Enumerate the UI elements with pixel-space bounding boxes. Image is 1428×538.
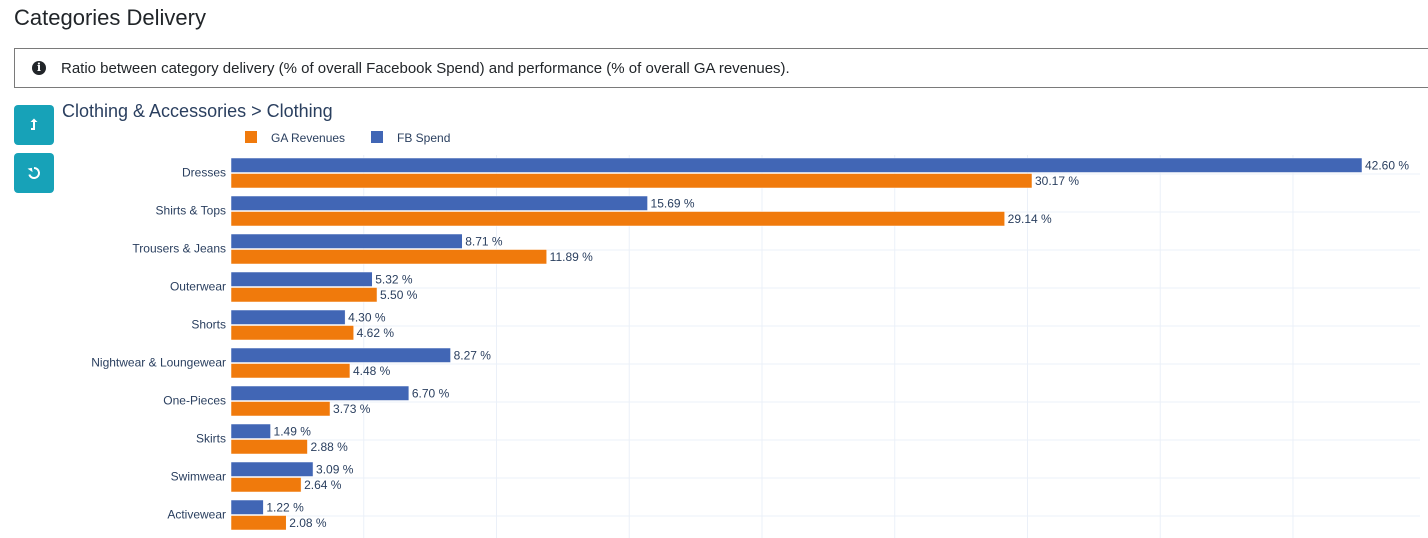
bar-label-ga-revenues-shorts: 4.62 % (357, 326, 395, 340)
bar-ga-revenues-shorts (230, 325, 354, 341)
bar-label-fb-spend-nightwear-and-loungewear: 8.27 % (454, 349, 492, 363)
bar-ga-revenues-shirts-and-tops (230, 211, 1005, 227)
info-box: i Ratio between category delivery (% of … (14, 48, 1428, 88)
bar-label-fb-spend-dresses: 42.60 % (1365, 159, 1409, 173)
bar-ga-revenues-nightwear-and-loungewear (230, 363, 351, 379)
bar-fb-spend-shorts (230, 309, 346, 325)
category-label-dresses: Dresses (182, 166, 226, 180)
bar-label-ga-revenues-one-pieces: 3.73 % (333, 402, 371, 416)
bar-label-ga-revenues-nightwear-and-loungewear: 4.48 % (353, 364, 391, 378)
undo-icon (27, 166, 41, 179)
bar-label-ga-revenues-outerwear: 5.50 % (380, 288, 418, 302)
bar-label-fb-spend-activewear: 1.22 % (266, 501, 304, 515)
bar-label-ga-revenues-skirts: 2.88 % (310, 440, 348, 454)
bar-fb-spend-skirts (230, 423, 271, 439)
bar-ga-revenues-dresses (230, 173, 1033, 189)
bar-label-ga-revenues-swimwear: 2.64 % (304, 478, 342, 492)
bar-ga-revenues-activewear (230, 515, 287, 531)
bar-ga-revenues-outerwear (230, 287, 378, 303)
legend-swatch-ga-revenues (245, 131, 257, 143)
legend-swatch-fb-spend (371, 131, 383, 143)
bar-label-ga-revenues-shirts-and-tops: 29.14 % (1008, 212, 1052, 226)
category-label-nightwear-and-loungewear: Nightwear & Loungewear (91, 356, 226, 370)
bar-fb-spend-trousers-and-jeans (230, 233, 463, 249)
bar-label-ga-revenues-activewear: 2.08 % (289, 516, 327, 530)
level-up-button[interactable] (14, 105, 54, 145)
category-label-activewear: Activewear (167, 508, 226, 522)
bar-label-fb-spend-shorts: 4.30 % (348, 311, 386, 325)
category-label-one-pieces: One-Pieces (163, 394, 226, 408)
legend-label-fb-spend: FB Spend (397, 131, 450, 145)
bar-label-fb-spend-one-pieces: 6.70 % (412, 387, 450, 401)
bar-label-ga-revenues-dresses: 30.17 % (1035, 174, 1079, 188)
bar-ga-revenues-one-pieces (230, 401, 331, 417)
category-label-swimwear: Swimwear (171, 470, 226, 484)
bar-fb-spend-one-pieces (230, 385, 410, 401)
bar-ga-revenues-trousers-and-jeans (230, 249, 547, 265)
bar-ga-revenues-skirts (230, 439, 308, 455)
category-label-trousers-and-jeans: Trousers & Jeans (132, 242, 226, 256)
bar-fb-spend-activewear (230, 499, 264, 515)
category-label-shirts-and-tops: Shirts & Tops (156, 204, 226, 218)
bar-label-ga-revenues-trousers-and-jeans: 11.89 % (550, 250, 593, 264)
info-text: Ratio between category delivery (% of ov… (61, 59, 790, 77)
info-circle-icon: i (32, 61, 46, 75)
bar-fb-spend-shirts-and-tops (230, 195, 648, 211)
category-label-skirts: Skirts (196, 432, 226, 446)
level-up-icon (30, 118, 38, 130)
bar-fb-spend-dresses (230, 157, 1363, 173)
legend-label-ga-revenues: GA Revenues (271, 131, 345, 145)
bar-label-fb-spend-shirts-and-tops: 15.69 % (651, 197, 695, 211)
bar-label-fb-spend-trousers-and-jeans: 8.71 % (465, 235, 503, 249)
bar-label-fb-spend-outerwear: 5.32 % (375, 273, 413, 287)
reset-button[interactable] (14, 153, 54, 193)
breadcrumb: Clothing & Accessories > Clothing (62, 101, 333, 121)
page-title: Categories Delivery (14, 5, 206, 30)
category-label-outerwear: Outerwear (170, 280, 226, 294)
bar-label-fb-spend-skirts: 1.49 % (274, 425, 312, 439)
bar-ga-revenues-swimwear (230, 477, 302, 493)
bar-fb-spend-nightwear-and-loungewear (230, 347, 451, 363)
bar-fb-spend-swimwear (230, 461, 314, 477)
bar-fb-spend-outerwear (230, 271, 373, 287)
bar-label-fb-spend-swimwear: 3.09 % (316, 463, 354, 477)
category-label-shorts: Shorts (191, 318, 226, 332)
